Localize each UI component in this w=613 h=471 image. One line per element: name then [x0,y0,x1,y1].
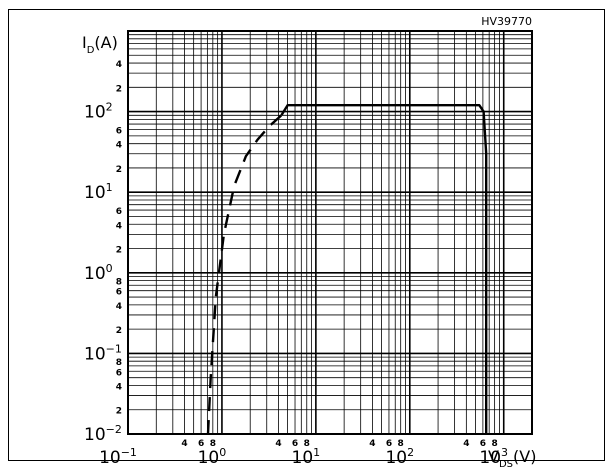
plot-area-border [127,30,533,435]
x-minor-tick-label: 6 [198,439,204,449]
figure-reference: HV39770 [481,15,532,28]
y-minor-tick-label: 6 [116,288,122,298]
y-minor-tick-label: 4 [116,141,122,151]
series-line-dashed [206,114,283,435]
y-axis-title-sub: D [87,45,95,56]
y-minor-tick-label: 4 [116,60,122,70]
outer-frame [8,9,605,461]
y-decade-label: 100 [84,262,113,284]
y-minor-tick-label: 4 [116,382,122,392]
y-decade-label: 102 [84,101,113,123]
y-minor-tick-label: 6 [116,126,122,136]
x-minor-tick-label: 6 [292,439,298,449]
y-axis-title: ID(A) [82,33,118,56]
curves [206,104,488,435]
y-decade-label: 10−1 [84,342,122,364]
x-minor-tick-label: 8 [210,439,216,449]
y-minor-tick-label: 4 [116,302,122,312]
x-minor-tick-label: 4 [275,439,281,449]
x-minor-tick-label: 8 [304,439,310,449]
x-minor-tick-label: 6 [480,439,486,449]
x-axis-title-sub: DS [499,459,513,470]
y-axis-title-unit: (A) [94,33,117,52]
y-minor-tick-label: 6 [116,207,122,217]
x-axis-title-main: V [488,447,499,466]
x-decade-label: 10−1 [99,446,137,468]
y-minor-tick-label: 6 [116,368,122,378]
x-decade-label: 101 [292,446,321,468]
y-minor-tick-label: 8 [116,278,122,288]
grid [127,31,533,435]
x-minor-tick-label: 4 [463,439,469,449]
y-minor-tick-label: 2 [116,246,122,256]
y-minor-tick-label: 2 [116,165,122,175]
x-axis-title: VDS(V) [488,447,536,470]
x-decade-label: 102 [385,446,414,468]
x-minor-tick-label: 4 [369,439,375,449]
y-decade-label: 10−2 [84,423,122,445]
series-line-solid-1 [280,104,488,154]
y-decade-label: 101 [84,181,113,203]
y-minor-tick-label: 4 [116,221,122,231]
x-decade-label: 100 [198,446,227,468]
x-minor-tick-label: 8 [491,439,497,449]
x-minor-tick-label: 8 [398,439,404,449]
x-minor-tick-label: 4 [181,439,187,449]
x-minor-tick-label: 6 [386,439,392,449]
y-axis-title-main: I [82,33,87,52]
y-minor-tick-label: 8 [116,358,122,368]
y-minor-tick-label: 2 [116,326,122,336]
x-decade-label: 103 [479,446,508,468]
y-minor-tick-label: 2 [116,407,122,417]
x-axis-title-unit: (V) [513,447,536,466]
y-minor-tick-label: 2 [116,84,122,94]
